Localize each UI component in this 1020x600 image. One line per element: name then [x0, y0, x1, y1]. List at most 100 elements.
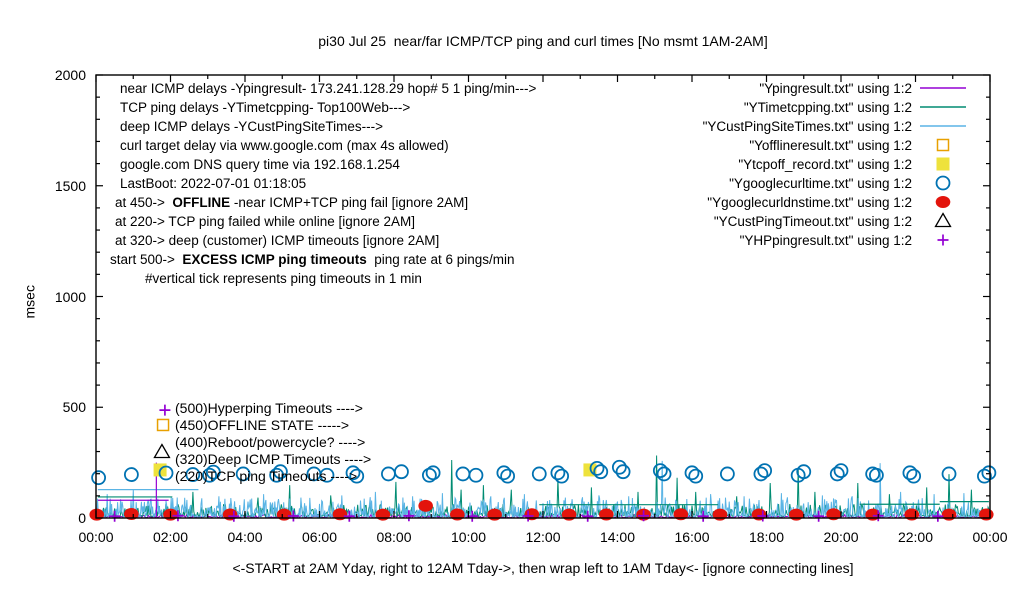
marker-YHPpingresult-icon	[813, 510, 825, 522]
x-tick-label: 00:00	[78, 529, 114, 545]
marker-Ygooglecurldnstime-icon	[332, 508, 348, 521]
marker-Ygooglecurltime-icon	[394, 464, 409, 480]
legend-label-YCustPingTimeout: "YCustPingTimeout.txt" using 1:2	[713, 214, 912, 229]
plot-annotation: (450)OFFLINE STATE ----->	[175, 417, 350, 433]
info-line: deep ICMP delays -YCustPingSiteTimes--->	[120, 118, 383, 135]
marker-Ygooglecurltime-icon	[496, 465, 512, 481]
legend-sample-Yofflineresult-icon	[936, 138, 950, 152]
marker-Ygooglecurldnstime-icon	[561, 508, 577, 521]
x-tick-label: 14:00	[599, 529, 636, 545]
marker-Ygooglecurltime-icon	[796, 464, 812, 480]
marker-Ygooglecurltime-icon	[202, 467, 218, 483]
marker-Ygooglecurltime-icon	[829, 466, 845, 482]
marker-Ygooglecurltime-icon	[902, 465, 918, 481]
marker-YHPpingresult-icon	[159, 404, 171, 416]
marker-Ygooglecurltime-icon	[531, 466, 547, 482]
info-line-text: start 500->	[110, 252, 183, 267]
info-line-text: deep ICMP delays -YCustPingSiteTimes--->	[120, 119, 383, 134]
marker-Ygooglecurldnstime-icon	[826, 508, 841, 521]
marker-Ygooglecurldnstime-icon	[673, 508, 689, 521]
y-tick-label: 2000	[54, 67, 86, 83]
legend-label-Ygooglecurltime: "Ygooglecurltime.txt" using 1:2	[729, 176, 912, 191]
marker-Ygooglecurltime-icon	[656, 466, 672, 482]
marker-Ygooglecurldnstime-icon	[789, 508, 804, 521]
marker-YHPpingresult-icon	[638, 510, 650, 522]
info-line-text: at 450->	[115, 195, 173, 210]
marker-Ygooglecurltime-icon	[611, 459, 627, 475]
x-tick-label: 10:00	[450, 529, 487, 545]
marker-Ygooglecurltime-icon	[652, 463, 668, 478]
marker-Ygooglecurldnstime-icon	[375, 508, 391, 521]
marker-Ygooglecurltime-icon	[833, 463, 849, 478]
plot-annotation: (220)TCP ping Timeouts ---->	[175, 468, 358, 484]
marker-Ygooglecurltime-icon	[500, 468, 516, 484]
x-axis-label: <-START at 2AM Yday, right to 12AM Tday-…	[232, 560, 854, 576]
legend-sample-YCustPingTimeout-icon	[934, 212, 952, 228]
marker-Ygooglecurltime-icon	[269, 467, 285, 483]
y-tick-label: 1500	[54, 177, 86, 194]
info-line-text: at 220-> TCP ping failed while online [i…	[115, 214, 416, 229]
marker-Ygooglecurltime-icon	[345, 465, 361, 481]
y-tick-label: 1000	[54, 288, 86, 305]
info-line-text: -near ICMP+TCP ping fail [ignore 2AM]	[230, 195, 469, 210]
marker-Ygooglecurltime-icon	[91, 470, 107, 486]
legend-sample-YHPpingresult-icon	[937, 234, 949, 246]
info-line-bold-text: EXCESS ICMP ping timeouts	[182, 252, 367, 267]
marker-Ygooglecurltime-icon	[123, 467, 139, 482]
marker-Ygooglecurltime-icon	[981, 465, 997, 481]
plot-annotation: (400)Reboot/powercycle? ---->	[175, 434, 366, 450]
plot-annotation: (500)Hyperping Timeouts ---->	[175, 400, 363, 416]
marker-YHPpingresult-icon	[343, 510, 355, 522]
marker-Ygooglecurltime-icon	[468, 467, 484, 483]
plot-annotation: (320)Deep ICMP Timeouts ---->	[175, 451, 372, 467]
page-title: pi30 Jul 25 near/far ICMP/TCP ping and c…	[318, 33, 768, 49]
marker-Ygooglecurltime-icon	[593, 464, 609, 480]
marker-YHPpingresult-icon	[932, 510, 944, 522]
marker-Ygooglecurltime-icon	[941, 466, 957, 482]
y-tick-label: 500	[62, 399, 86, 416]
marker-Yofflineresult-icon	[156, 418, 170, 432]
info-line-text: LastBoot: 2022-07-01 01:18:05	[120, 176, 307, 191]
marker-Ygooglecurltime-icon	[684, 465, 700, 481]
info-line-text: #vertical tick represents ping timeouts …	[145, 271, 422, 286]
info-line-text: TCP ping delays -YTimetcpping- Top100Web…	[120, 100, 411, 115]
legend-label-Ygooglecurldnstime: "Ygooglecurldnstime.txt" using 1:2	[707, 195, 912, 210]
info-line: #vertical tick represents ping timeouts …	[145, 270, 422, 287]
marker-YHPpingresult-icon	[522, 510, 534, 522]
marker-Ygooglecurltime-icon	[977, 468, 992, 484]
marker-YHPpingresult-icon	[228, 510, 240, 522]
x-tick-label: 02:00	[152, 529, 189, 545]
info-line: at 220-> TCP ping failed while online [i…	[115, 213, 415, 230]
info-line-text: near ICMP delays -Ypingresult- 173.241.1…	[120, 81, 537, 96]
legend-sample-Ytcpoff_record-icon	[936, 157, 950, 171]
info-line: start 500-> EXCESS ICMP ping timeouts pi…	[110, 251, 515, 268]
marker-Ygooglecurltime-icon	[615, 464, 631, 480]
x-tick-label: 16:00	[674, 529, 710, 545]
info-line-text: at 320-> deep (customer) ICMP timeouts […	[115, 233, 440, 248]
marker-Ygooglecurltime-icon	[158, 465, 174, 481]
marker-Ygooglecurldnstime-icon	[89, 508, 105, 521]
info-line: LastBoot: 2022-07-01 01:18:05	[120, 175, 306, 192]
marker-YHPpingresult-icon	[109, 510, 121, 522]
x-tick-label: 04:00	[227, 529, 263, 545]
marker-Ygooglecurltime-icon	[554, 468, 570, 484]
marker-Ygooglecurltime-icon	[550, 465, 566, 481]
x-tick-label: 20:00	[823, 529, 859, 545]
marker-Ygooglecurltime-icon	[235, 466, 251, 482]
marker-Ygooglecurltime-icon	[455, 466, 471, 482]
marker-Ygooglecurltime-icon	[185, 467, 201, 482]
marker-Ygooglecurltime-icon	[868, 467, 884, 483]
info-line: TCP ping delays -YTimetcpping- Top100Web…	[120, 99, 410, 116]
marker-Ygooglecurltime-icon	[589, 460, 605, 476]
x-tick-label: 08:00	[376, 529, 412, 545]
marker-Ygooglecurltime-icon	[349, 468, 365, 484]
x-tick-label: 22:00	[897, 529, 934, 545]
info-line: google.com DNS query time via 192.168.1.…	[120, 156, 400, 173]
marker-Ygooglecurltime-icon	[906, 468, 922, 484]
marker-Ygooglecurldnstime-icon	[941, 508, 957, 521]
marker-Ygooglecurltime-icon	[753, 466, 769, 482]
marker-Ygooglecurltime-icon	[757, 463, 773, 478]
x-tick-label: 06:00	[301, 529, 338, 545]
